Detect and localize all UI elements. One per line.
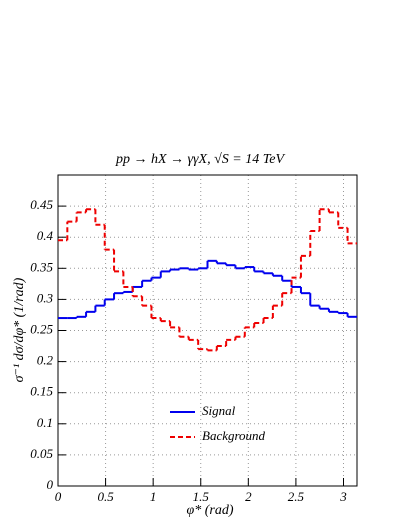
y-tick-label: 0.05 [30, 446, 53, 461]
y-tick-label: 0.15 [30, 384, 53, 399]
legend-label: Signal [202, 403, 236, 418]
y-tick-label: 0.45 [30, 197, 53, 212]
y-tick-label: 0.25 [30, 321, 53, 336]
x-tick-label: 1.5 [193, 489, 210, 504]
x-tick-label: 0 [55, 489, 62, 504]
legend-label: Background [202, 428, 266, 443]
x-tick-label: 1 [150, 489, 157, 504]
y-tick-label: 0 [47, 477, 54, 492]
y-tick-label: 0.1 [37, 415, 53, 430]
y-tick-label: 0.2 [37, 353, 54, 368]
y-tick-label: 0.35 [30, 259, 53, 274]
y-axis-label: σ⁻¹ dσ/dφ* (1/rad) [12, 277, 27, 382]
x-axis-label: φ* (rad) [186, 503, 233, 518]
x-tick-label: 0.5 [97, 489, 114, 504]
y-tick-label: 0.4 [37, 228, 54, 243]
plot-frame [57, 174, 358, 487]
x-tick-label: 2.5 [288, 489, 305, 504]
y-tick-label: 0.3 [37, 290, 54, 305]
chart-title: pp → hX → γγX, √S = 14 TeV [115, 152, 285, 167]
x-tick-label: 3 [339, 489, 347, 504]
x-tick-label: 2 [245, 489, 252, 504]
